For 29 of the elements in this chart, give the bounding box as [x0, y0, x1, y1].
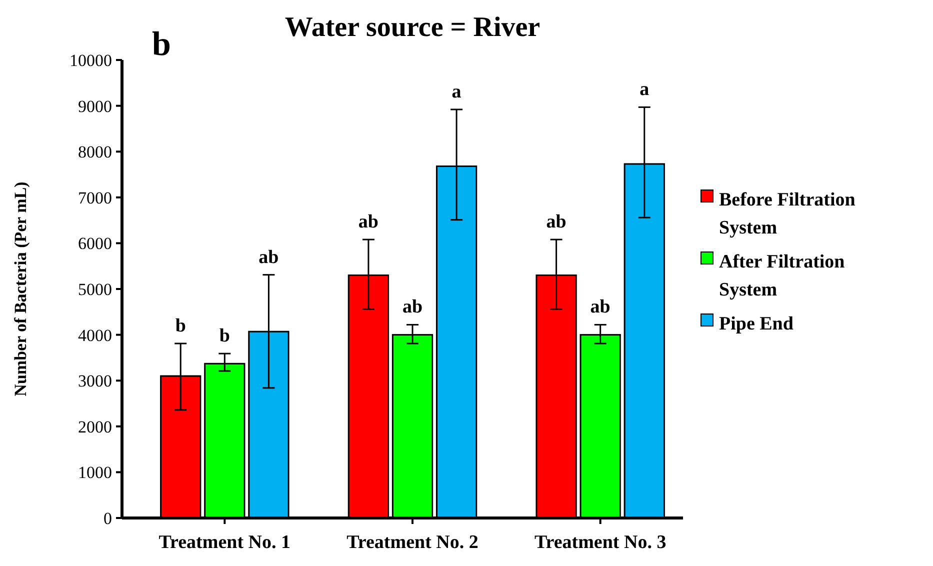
- y-axis-title: Number of Bacteria (Per mL): [11, 182, 30, 396]
- annotation: b: [175, 316, 186, 336]
- y-tick-label: 10000: [70, 50, 112, 70]
- annotation: ab: [590, 296, 610, 318]
- annotation: ab: [546, 212, 566, 233]
- y-tick-label: 9000: [78, 96, 112, 116]
- y-tick-label: 5000: [78, 280, 112, 299]
- annotation: b: [219, 326, 230, 347]
- y-tick-label: 3000: [78, 372, 112, 391]
- annotation: ab: [358, 212, 378, 233]
- y-tick-label: 6000: [78, 234, 112, 254]
- annotation: ab: [402, 296, 423, 318]
- annotation: a: [640, 79, 650, 100]
- y-tick-label: 8000: [78, 142, 112, 162]
- annotation: a: [452, 81, 462, 102]
- legend-label: Before Filtration System: [719, 190, 856, 239]
- y-tick-label: 1000: [78, 463, 112, 482]
- x-tick-label: Treatment No. 3: [534, 532, 666, 553]
- chart-title: Water source = River: [284, 12, 540, 43]
- x-tick-label: Treatment No. 2: [346, 532, 478, 553]
- y-tick-label: 4000: [78, 326, 112, 345]
- y-tick-label: 0: [104, 508, 112, 528]
- y-tick-label: 2000: [78, 417, 112, 436]
- legend-label: After Filtration System: [719, 252, 846, 301]
- annotation: b: [152, 26, 171, 63]
- x-tick-label: Treatment No. 1: [158, 532, 291, 553]
- legend-label: Pipe End: [719, 314, 794, 335]
- y-tick-label: 7000: [78, 188, 112, 208]
- annotation: ab: [258, 246, 279, 268]
